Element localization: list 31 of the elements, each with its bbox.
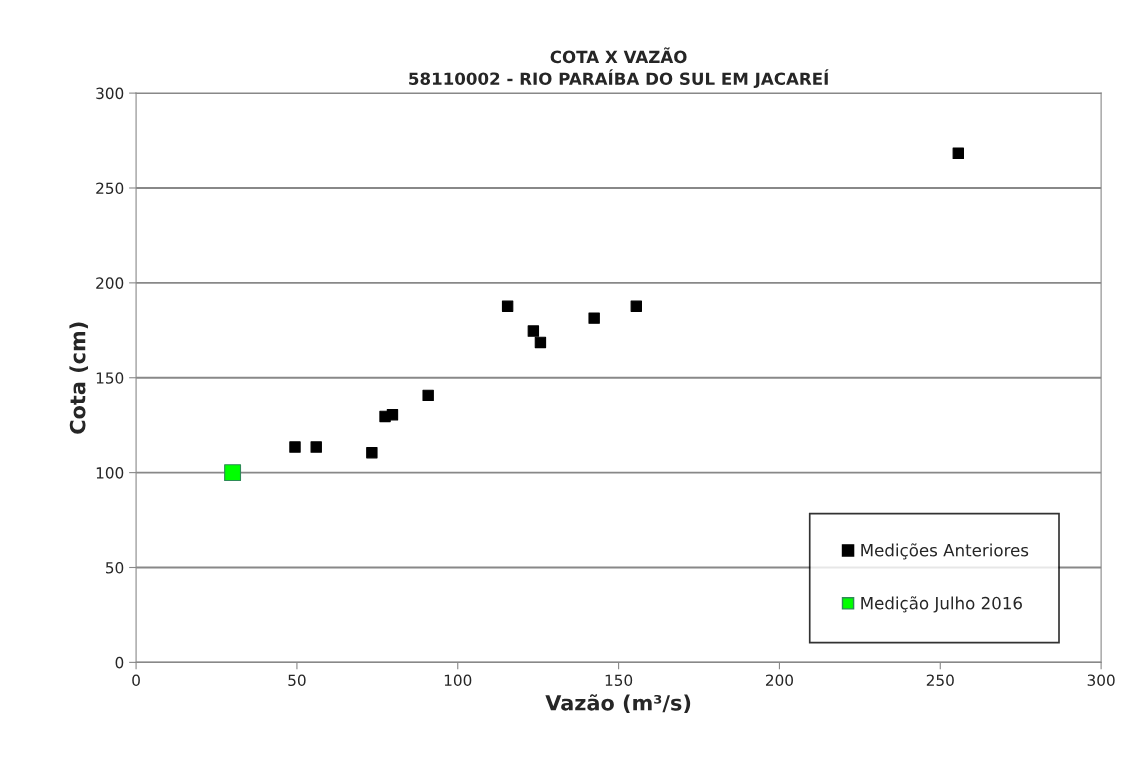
point [386, 409, 399, 421]
point [289, 441, 301, 453]
point [366, 446, 378, 459]
x-tick-label: 200 [765, 674, 793, 687]
point [527, 325, 540, 337]
y-tick-label: 100 [96, 467, 124, 479]
point [501, 300, 514, 312]
point [422, 389, 434, 402]
x-tick-label: 0 [132, 674, 140, 687]
point [224, 464, 242, 482]
x-axis-title: Vazão (m³/s) [545, 694, 691, 714]
y-tick-label: 150 [96, 372, 124, 384]
x-tick-label: 50 [288, 674, 306, 687]
chart-title: COTA X VAZÃO 58110002 - RIO PARAÍBA DO SUL EM JACAREÍ [409, 47, 829, 89]
point [630, 300, 642, 312]
y-tick-label: 300 [96, 87, 124, 100]
point [310, 441, 322, 453]
y-tick-label: 200 [96, 277, 124, 289]
y-tick-label: 0 [115, 656, 124, 669]
legend-label: Medição Julho 2016 [861, 596, 1022, 613]
y-tick-label: 250 [96, 182, 124, 195]
point [588, 312, 600, 324]
x-tick-label: 100 [444, 674, 472, 687]
y-tick-label: 50 [106, 561, 124, 574]
point [534, 336, 547, 349]
legend-label: Medições Anteriores [861, 543, 1029, 560]
x-tick-label: 250 [926, 674, 954, 687]
x-tick-label: 300 [1087, 674, 1115, 687]
x-tick-label: 150 [605, 674, 633, 687]
point [952, 147, 964, 159]
y-axis-title: Cota (cm) [69, 322, 88, 434]
